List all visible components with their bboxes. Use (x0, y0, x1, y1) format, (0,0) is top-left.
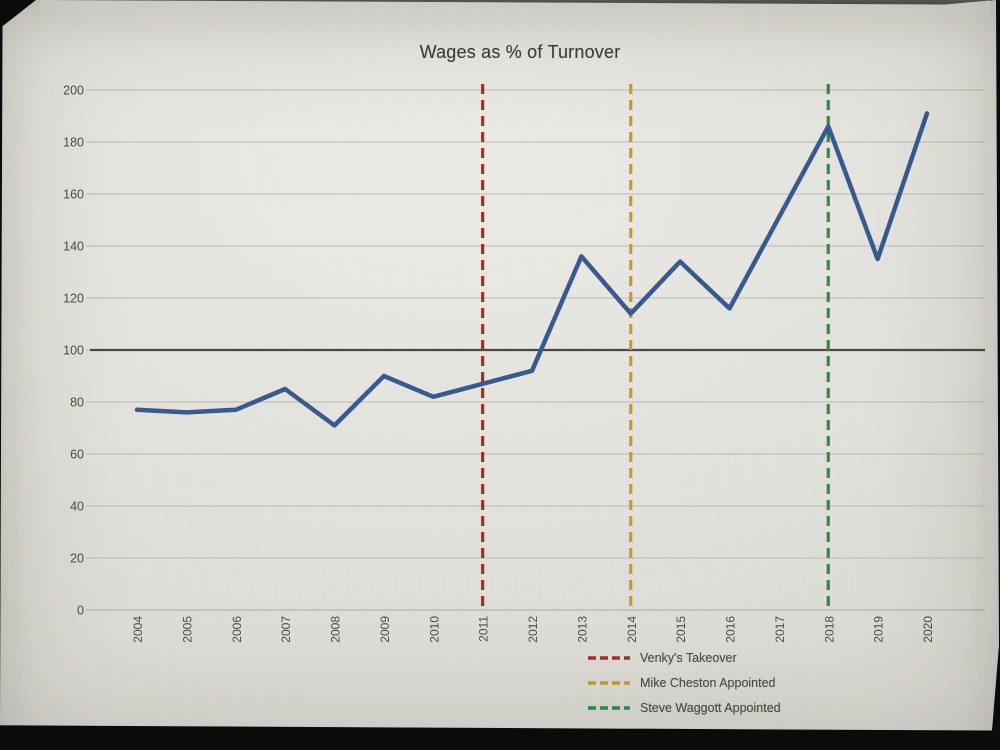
y-axis-tick-label: 20 (70, 552, 84, 566)
x-axis-tick-label: 2010 (427, 616, 441, 643)
y-axis-tick-label: 40 (70, 500, 84, 514)
legend-label: Mike Cheston Appointed (640, 675, 776, 690)
x-axis-tick-label: 2007 (279, 616, 293, 643)
y-axis-tick-label: 180 (63, 136, 84, 150)
legend-dashed-line-swatch-venkys-takeover (588, 655, 630, 660)
legend-item-mike-cheston-appointed: Mike Cheston Appointed (588, 670, 781, 695)
x-axis-tick-label: 2017 (773, 616, 787, 643)
y-axis-tick-label: 0 (77, 604, 84, 618)
x-axis-tick-label: 2020 (921, 616, 935, 643)
x-axis-tick-label: 2009 (378, 616, 392, 643)
x-axis-tick-label: 2008 (329, 616, 343, 643)
legend-label: Venky's Takeover (640, 650, 737, 665)
legend-dashed-line-swatch-mike-cheston-appointed (588, 680, 630, 685)
x-axis-tick-label: 2019 (872, 616, 886, 643)
x-axis-tick-label: 2004 (131, 616, 145, 643)
wages-line (134, 111, 930, 428)
x-axis-tick-label: 2018 (822, 616, 836, 643)
x-axis-tick-label: 2006 (230, 616, 244, 643)
chart-legend: Venky's Takeover Mike Cheston Appointed St… (588, 645, 781, 720)
y-axis-tick-label: 140 (63, 240, 84, 254)
x-axis-tick-label: 2013 (575, 616, 589, 643)
legend-item-venkys-takeover: Venky's Takeover (588, 645, 781, 670)
y-axis-tick-label: 200 (63, 84, 84, 98)
x-axis-tick-label: 2015 (674, 616, 688, 643)
y-axis-tick-label: 80 (70, 396, 84, 410)
legend-item-steve-waggott-appointed: Steve Waggott Appointed (588, 695, 781, 720)
x-axis-tick-label: 2011 (477, 616, 491, 642)
legend-dashed-line-swatch-steve-waggott-appointed (588, 705, 630, 710)
x-axis-tick-label: 2014 (625, 616, 639, 643)
y-axis-tick-label: 100 (63, 344, 84, 358)
x-axis-tick-label: 2012 (526, 616, 540, 643)
y-axis-tick-label: 120 (63, 292, 84, 306)
x-axis-tick-label: 2016 (724, 616, 738, 643)
y-axis-tick-label: 60 (70, 448, 84, 462)
chart-title: Wages as % of Turnover (419, 42, 621, 62)
x-axis-tick-label: 2005 (180, 616, 194, 643)
y-axis-tick-label: 160 (63, 188, 84, 202)
legend-label: Steve Waggott Appointed (640, 700, 781, 715)
